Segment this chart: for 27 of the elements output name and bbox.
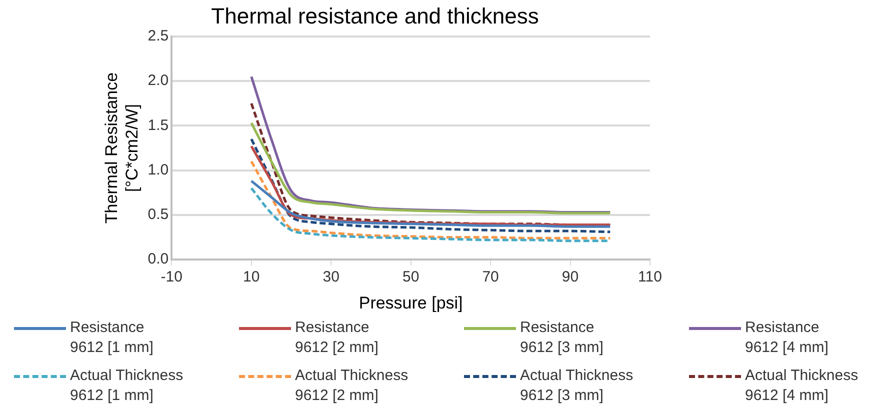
legend-label: Actual Thickness 9612 [4 mm] (745, 366, 858, 406)
legend-label: Resistance 9612 [2 mm] (295, 318, 378, 358)
legend-label: Resistance 9612 [1 mm] (70, 318, 154, 358)
line-series (250, 122, 612, 214)
chart-title: Thermal resistance and thickness (211, 3, 539, 28)
x-tick-label: 70 (482, 268, 499, 286)
x-axis-title: Pressure [psi] (358, 293, 463, 312)
y-tick-label: 0.5 (148, 206, 169, 224)
legend-label: Resistance 9612 [4 mm] (745, 318, 828, 358)
x-tick-label: -10 (160, 268, 182, 286)
y-tick-label: 1.0 (148, 161, 169, 178)
legend-label: Actual Thickness 9612 [1 mm] (70, 366, 184, 406)
y-axis-title: Thermal Resistance [°C*cm2/W] (102, 72, 142, 224)
x-tick-label: 110 (638, 268, 662, 286)
x-tick-label: 50 (402, 268, 420, 286)
legend-label: Resistance 9612 [3 mm] (520, 318, 604, 358)
x-tick-label: 30 (322, 268, 340, 286)
line-series (250, 160, 612, 240)
legend-label: Actual Thickness 9612 [2 mm] (295, 366, 408, 406)
y-tick-label: 2.5 (148, 28, 169, 45)
y-tick-label: 2.0 (148, 72, 169, 90)
line-series (250, 180, 612, 228)
x-tick-label: 90 (562, 268, 579, 286)
y-tick-label: 1.5 (148, 116, 169, 134)
x-tick-label: 10 (243, 268, 260, 286)
y-tick-label: 0.0 (148, 250, 169, 268)
legend-label: Actual Thickness 9612 [3 mm] (520, 366, 634, 406)
